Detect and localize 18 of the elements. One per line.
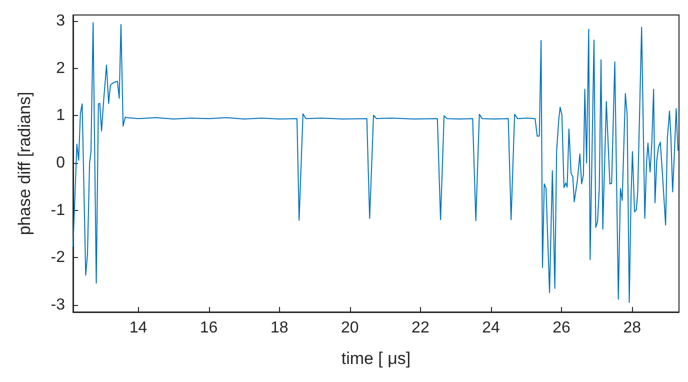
x-tick-label: 24 <box>482 320 500 336</box>
x-tick-label: 28 <box>623 320 642 336</box>
y-tick-label: 1 <box>56 107 66 124</box>
y-tick-label: 3 <box>56 12 66 30</box>
y-tick-label: 0 <box>56 154 66 172</box>
y-tick-label: -2 <box>50 249 66 266</box>
line-series <box>72 22 678 304</box>
y-tick-label: -1 <box>50 202 66 219</box>
x-tick-label: 26 <box>552 320 571 336</box>
x-axis-title: time [ μs] <box>341 349 411 368</box>
y-axis-title: phase diff [radians] <box>15 92 34 236</box>
y-tick-label: -3 <box>50 296 66 314</box>
x-tick-label: 14 <box>129 320 148 336</box>
x-tick-label: 18 <box>270 320 288 336</box>
x-tick-label: 20 <box>341 320 359 336</box>
x-tick-label: 22 <box>412 320 430 336</box>
y-tick-label: 2 <box>56 60 66 77</box>
x-tick-label: 16 <box>200 320 218 336</box>
